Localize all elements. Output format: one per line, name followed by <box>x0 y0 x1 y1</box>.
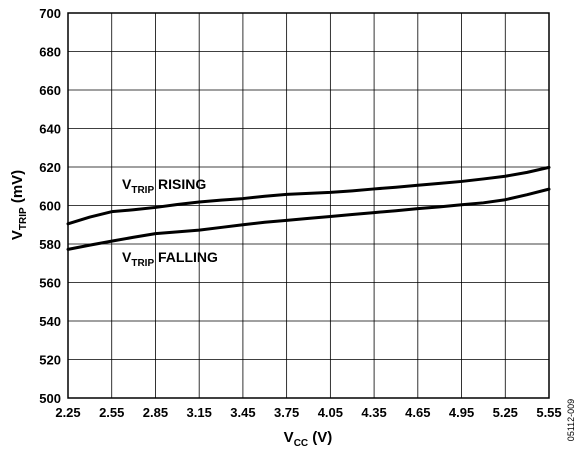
x-tick-label: 2.85 <box>143 405 168 420</box>
x-tick-label: 2.55 <box>99 405 124 420</box>
x-tick-label: 4.35 <box>361 405 386 420</box>
y-axis-title: VTRIP (mV) <box>9 170 29 240</box>
x-axis-title: VCC (V) <box>284 429 333 449</box>
y-tick-label: 700 <box>39 6 61 21</box>
y-tick-label: 580 <box>39 237 61 252</box>
y-tick-label: 600 <box>39 199 61 214</box>
figure-code: 05112-009 <box>566 399 576 441</box>
y-tick-label: 680 <box>39 45 61 60</box>
x-tick-label: 5.25 <box>493 405 518 420</box>
y-tick-label: 560 <box>39 276 61 291</box>
rising-series-label: VTRIP RISING <box>122 176 206 196</box>
falling-series-line <box>68 189 549 249</box>
x-tick-label: 4.65 <box>405 405 430 420</box>
x-tick-label: 2.25 <box>55 405 80 420</box>
x-tick-label: 3.15 <box>187 405 212 420</box>
data-series <box>68 167 549 249</box>
x-tick-label: 5.55 <box>536 405 561 420</box>
y-tick-label: 660 <box>39 83 61 98</box>
y-tick-label: 620 <box>39 160 61 175</box>
falling-series-label: VTRIP FALLING <box>122 249 218 269</box>
y-tick-label: 520 <box>39 353 61 368</box>
x-tick-label: 3.45 <box>230 405 255 420</box>
x-tick-label: 4.05 <box>318 405 343 420</box>
x-tick-label: 4.95 <box>449 405 474 420</box>
y-tick-label: 540 <box>39 314 61 329</box>
x-tick-labels: 2.25 2.55 2.85 3.15 3.45 3.75 4.05 4.35 4.65 4.95… <box>55 405 561 420</box>
x-tick-label: 3.75 <box>274 405 299 420</box>
y-tick-label: 640 <box>39 122 61 137</box>
y-tick-labels: 500 520 540 560 580 600 620 640 660 680 700 <box>39 6 61 406</box>
y-tick-label: 500 <box>39 391 61 406</box>
grid-lines <box>68 13 549 398</box>
